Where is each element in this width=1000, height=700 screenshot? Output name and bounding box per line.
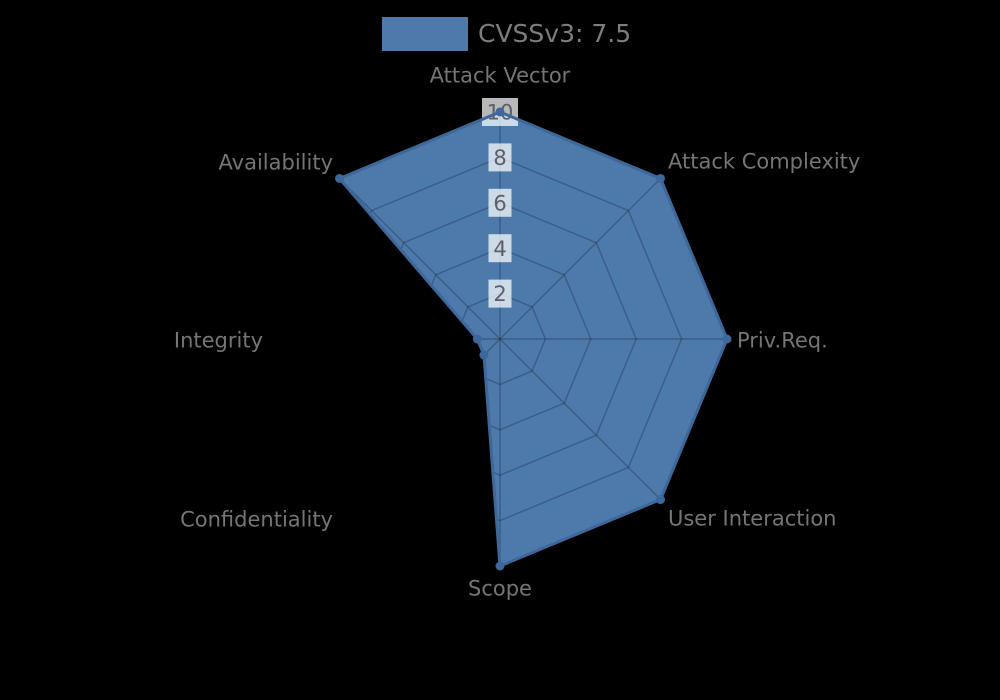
data-polygon-fill: [339, 112, 727, 566]
data-point-scope: [495, 561, 505, 571]
legend-label: CVSSv3: 7.5: [478, 19, 632, 48]
legend-swatch: [382, 17, 468, 51]
axis-label-attack-vector: Attack Vector: [430, 64, 571, 88]
axis-label-confidentiality: Confidentiality: [180, 508, 333, 532]
tick-label-box: [488, 188, 512, 217]
grid-spoke: [338, 338, 501, 501]
data-point-priv-req-: [722, 334, 732, 344]
axis-label-user-interaction: User Interaction: [668, 507, 836, 531]
data-point-attack-complexity: [656, 173, 666, 183]
grid-ring: [362, 201, 638, 477]
data-point-attack-vector: [495, 107, 505, 117]
grid-spoke: [338, 177, 501, 340]
tick-label-box: [488, 143, 512, 172]
grid-spoke: [499, 177, 662, 340]
grid-ring: [317, 156, 683, 522]
tick-label: 8: [493, 146, 506, 170]
legend: CVSSv3: 7.5: [382, 17, 631, 51]
data-point-confidentiality: [479, 350, 489, 360]
grid-ring: [453, 292, 547, 386]
axis-label-priv-req-: Priv.Req.: [737, 329, 828, 353]
grid-ring: [408, 247, 592, 431]
axis-label-availability: Availability: [219, 151, 333, 175]
tick-label-box: [488, 279, 512, 308]
data-point-integrity: [472, 334, 482, 344]
tick-label: 4: [493, 237, 506, 261]
axis-label-attack-complexity: Attack Complexity: [668, 150, 860, 174]
data-point-user-interaction: [656, 495, 666, 505]
grid-spoke: [499, 338, 662, 501]
tick-label: 6: [493, 191, 506, 215]
data-point-availability: [334, 173, 344, 183]
tick-label-box: [488, 234, 512, 263]
tick-label: 2: [493, 282, 506, 306]
axis-label-scope: Scope: [468, 577, 532, 601]
axis-label-integrity: Integrity: [174, 329, 263, 353]
